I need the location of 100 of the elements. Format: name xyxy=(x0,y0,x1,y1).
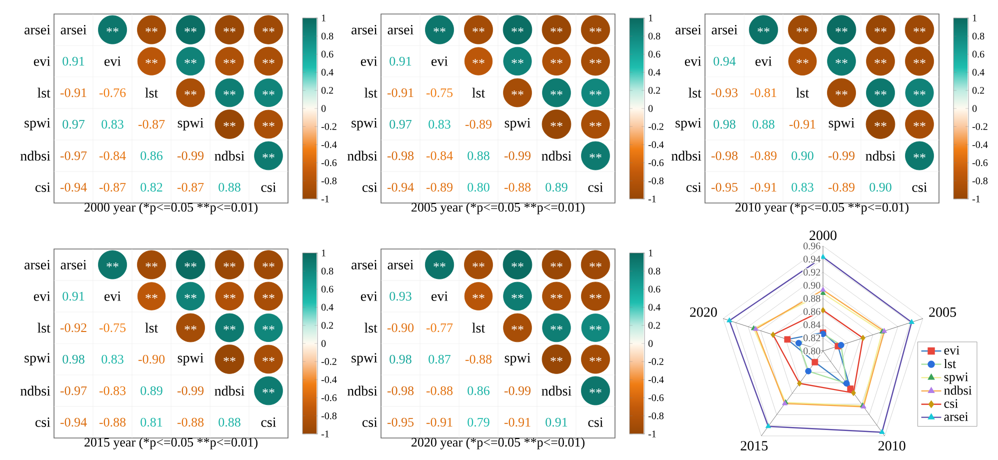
y-tick-label: spwi xyxy=(24,118,50,130)
spoke-label: 2015 xyxy=(740,441,768,450)
color-bar-label: 0.6 xyxy=(321,50,334,58)
color-bar-label: 1 xyxy=(972,14,976,22)
text: 0.90 xyxy=(870,182,892,192)
color-bar-label: -0.2 xyxy=(648,123,664,130)
data-label: ** xyxy=(550,122,562,127)
color-bar-label: -0.4 xyxy=(321,141,337,148)
y-tick-label: ndbsi xyxy=(347,150,378,161)
y-tick-label: ndbsi xyxy=(20,386,50,396)
y-tick-label: evi xyxy=(34,56,50,66)
color-bar-label: -0.8 xyxy=(321,177,337,184)
color-bar-label: -0.8 xyxy=(972,177,988,184)
data-label: ** xyxy=(758,27,770,32)
color-bar-label: -1 xyxy=(321,430,329,438)
data-label: ** xyxy=(262,58,274,64)
text: lst xyxy=(472,322,486,333)
text: 0.90 xyxy=(792,151,814,160)
data-label: ** xyxy=(262,356,274,362)
data-label: ** xyxy=(434,27,446,32)
data-label: ** xyxy=(512,262,524,268)
text: -0.90 xyxy=(387,323,414,332)
color-bar-label: 0.6 xyxy=(321,286,334,293)
y-tick-label: csi xyxy=(35,182,50,192)
text: -0.98 xyxy=(387,151,414,160)
y-tick-label: evi xyxy=(360,292,378,301)
text: -0.88 xyxy=(99,418,126,427)
color-bar-label: 0.8 xyxy=(648,268,660,274)
text: -0.94 xyxy=(60,182,87,192)
text: ndbsi xyxy=(542,150,572,161)
y-tick-label: arsei xyxy=(24,260,50,270)
text: 0.88 xyxy=(218,418,240,427)
data-label: ** xyxy=(262,90,274,96)
color-bar-label: -0.2 xyxy=(648,358,664,365)
color-bar-label: -0.6 xyxy=(972,159,988,166)
text: -0.91 xyxy=(789,120,816,129)
data-label: ** xyxy=(146,294,158,299)
color-bar-label: -0.6 xyxy=(321,394,337,402)
color-bar-label: -0.8 xyxy=(321,412,337,420)
data-label: ** xyxy=(262,325,274,330)
text: -0.89 xyxy=(828,182,854,192)
text: 0.98 xyxy=(390,354,412,364)
color-bar-label: -0.2 xyxy=(321,123,336,130)
legend-label: arsei xyxy=(944,412,968,422)
color-bar-label: -1 xyxy=(648,430,656,438)
data-label: ** xyxy=(184,294,196,299)
y-tick-label: csi xyxy=(362,182,378,192)
y-tick-label: csi xyxy=(35,418,50,427)
legend-label: lst xyxy=(944,359,956,368)
text: 0.83 xyxy=(102,120,124,129)
text: -0.75 xyxy=(426,88,453,98)
y-tick-label: arsei xyxy=(352,25,378,34)
data-label: ** xyxy=(550,262,562,268)
color-bar-label: 0 xyxy=(321,340,326,347)
data-label: ** xyxy=(914,153,926,158)
color-bar-label: -0.4 xyxy=(972,141,988,148)
text: -0.89 xyxy=(426,182,453,192)
color-bar-label: 1 xyxy=(648,14,652,22)
text: ndbsi xyxy=(214,150,244,161)
data-label: ** xyxy=(796,58,808,64)
data-label: ** xyxy=(106,262,118,268)
text: arsei xyxy=(388,25,414,34)
y-tick-label: arsei xyxy=(676,25,702,34)
data-label: ** xyxy=(590,262,602,268)
data-label: ** xyxy=(224,262,236,268)
y-tick-label: lst xyxy=(688,88,702,98)
text: -0.76 xyxy=(99,88,126,98)
data-label: ** xyxy=(590,58,602,64)
text: arsei xyxy=(60,260,86,270)
color-bar-label: 0.2 xyxy=(321,322,334,329)
color-bar-label: 0.2 xyxy=(972,86,984,94)
text: -0.88 xyxy=(426,386,453,396)
text: -0.95 xyxy=(387,418,414,427)
color-bar-label: -1 xyxy=(321,196,329,202)
data-label: ** xyxy=(836,90,848,96)
color-bar-label: 0.4 xyxy=(321,304,334,311)
text: 0.83 xyxy=(792,182,814,192)
y-tick-label: lst xyxy=(364,322,378,333)
text: 0.83 xyxy=(428,120,450,129)
text: 0.91 xyxy=(390,56,412,66)
data-label: ** xyxy=(914,58,926,64)
text: -0.91 xyxy=(387,88,414,98)
y-tick-label: csi xyxy=(686,182,702,192)
color-bar-label: 0.4 xyxy=(648,304,660,311)
data-label: ** xyxy=(914,27,926,32)
text: evi xyxy=(104,292,121,301)
data-label: ** xyxy=(550,58,562,64)
data-label: ** xyxy=(262,27,274,32)
data-label: ** xyxy=(224,294,236,299)
x-axis-title: 2015 year (*p<=0.05 **p<=0.01) xyxy=(84,438,258,450)
data-label: ** xyxy=(512,90,524,96)
text: ndbsi xyxy=(214,386,244,396)
text: -0.97 xyxy=(60,386,87,396)
y-tick-label: evi xyxy=(684,56,702,66)
text: 0.88 xyxy=(468,151,490,160)
data-label: ** xyxy=(590,27,602,32)
data-label: ** xyxy=(590,122,602,127)
data-label: ** xyxy=(224,58,236,64)
text: 0.87 xyxy=(428,354,451,364)
text: 0.97 xyxy=(390,120,412,129)
